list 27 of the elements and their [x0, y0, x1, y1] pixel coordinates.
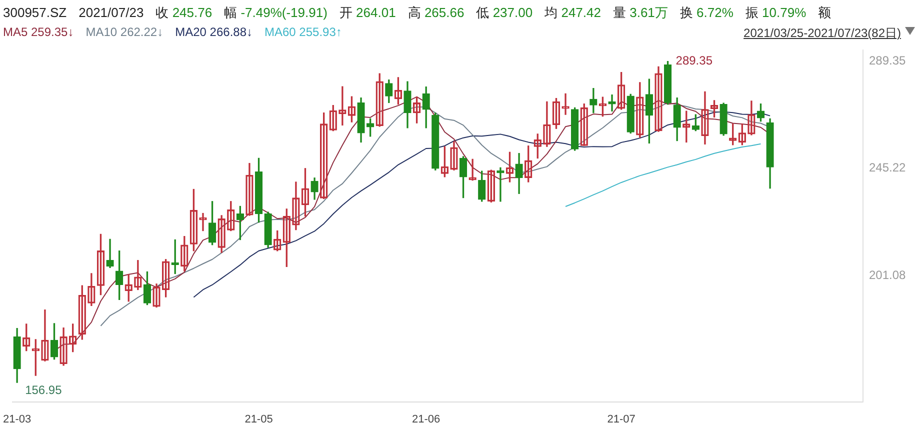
text: 高 265.66 [408, 5, 464, 20]
text: 收 245.76 [156, 5, 212, 20]
text: 振 10.79% [745, 5, 806, 20]
x-tick-label: 21-06 [412, 413, 440, 426]
text: 低 237.00 [476, 5, 533, 20]
y-tick-label: 289.35 [869, 54, 906, 68]
annotation: 156.95 [25, 382, 62, 397]
text: 2021/03/25-2021/07/23(82日) [744, 25, 901, 42]
y-tick-label: 245.22 [869, 160, 906, 175]
candlestick [106, 238, 114, 268]
x-tick-label: 21-03 [2, 413, 32, 426]
x-tick-label: 21-07 [607, 413, 636, 426]
annotation: 289.35 [676, 54, 713, 68]
text: 量 3.61万 [612, 5, 668, 20]
text: 额 [818, 5, 832, 20]
text: 幅 -7.49%(-19.91) [224, 5, 328, 20]
text: 2021/07/23 [78, 5, 144, 20]
text: MA60 255.93↑ [264, 25, 342, 39]
text: 换 6.72% [680, 5, 734, 20]
text: 均 247.42 [544, 5, 601, 20]
text: MA20 266.88↓ [175, 25, 252, 39]
text: 开 264.01 [339, 5, 396, 20]
x-tick-label: 21-05 [244, 413, 273, 426]
y-tick-label: 201.08 [869, 268, 906, 282]
text: MA5 259.35↓ [3, 25, 74, 39]
text: MA10 262.22↓ [86, 25, 164, 39]
chart-title: 300957.SZ [3, 5, 67, 20]
